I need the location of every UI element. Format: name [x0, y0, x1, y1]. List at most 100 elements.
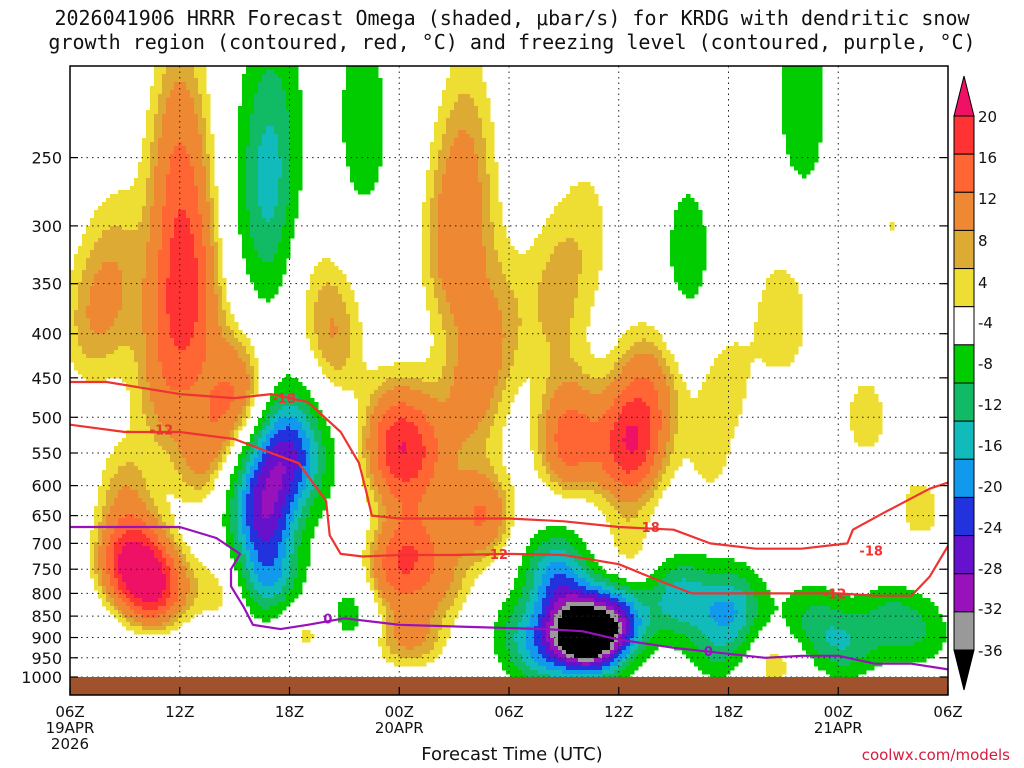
omega-cell [246, 566, 251, 571]
omega-cell [174, 210, 179, 215]
omega-cell [78, 250, 83, 255]
omega-cell [178, 594, 183, 599]
omega-cell [174, 318, 179, 323]
omega-cell [186, 186, 191, 191]
omega-cell [186, 170, 191, 175]
omega-cell [266, 66, 271, 71]
omega-cell [258, 214, 263, 219]
omega-cell [174, 98, 179, 103]
omega-cell [266, 182, 271, 187]
omega-cell [254, 206, 259, 211]
omega-cell [206, 374, 211, 379]
omega-cell [186, 606, 191, 611]
omega-cell [154, 550, 159, 555]
omega-cell [206, 442, 211, 447]
omega-cell [170, 534, 175, 539]
omega-cell [190, 198, 195, 203]
omega-cell [154, 258, 159, 263]
omega-cell [226, 330, 231, 335]
omega-cell [142, 554, 147, 559]
omega-cell [98, 234, 103, 239]
omega-cell [130, 342, 135, 347]
omega-cell [150, 382, 155, 387]
omega-cell [270, 458, 275, 463]
omega-cell [202, 270, 207, 275]
omega-cell [106, 322, 111, 327]
omega-cell [226, 354, 231, 359]
omega-cell [150, 358, 155, 363]
omega-cell [134, 330, 139, 335]
omega-cell [134, 214, 139, 219]
omega-cell [186, 390, 191, 395]
omega-cell [166, 346, 171, 351]
omega-cell [194, 114, 199, 119]
omega-cell [142, 322, 147, 327]
omega-cell [166, 70, 171, 75]
omega-cell [86, 258, 91, 263]
omega-cell [218, 594, 223, 599]
omega-cell [170, 330, 175, 335]
omega-cell [198, 158, 203, 163]
omega-cell [210, 398, 215, 403]
omega-cell [206, 306, 211, 311]
omega-cell [254, 490, 259, 495]
omega-cell [170, 538, 175, 543]
omega-cell [182, 66, 187, 71]
omega-cell [114, 366, 119, 371]
omega-cell [182, 454, 187, 459]
omega-cell [166, 162, 171, 167]
omega-cell [238, 518, 243, 523]
omega-cell [154, 358, 159, 363]
omega-cell [162, 234, 167, 239]
omega-cell [74, 350, 79, 355]
omega-cell [174, 346, 179, 351]
omega-cell [178, 542, 183, 547]
omega-cell [138, 194, 143, 199]
omega-cell [190, 362, 195, 367]
omega-cell [78, 346, 83, 351]
omega-cell [190, 402, 195, 407]
omega-cell [182, 150, 187, 155]
omega-cell [70, 306, 75, 311]
omega-cell [110, 374, 115, 379]
omega-cell [146, 142, 151, 147]
omega-cell [162, 618, 167, 623]
omega-cell [186, 498, 191, 503]
omega-cell [198, 150, 203, 155]
omega-cell [110, 226, 115, 231]
omega-cell [118, 482, 123, 487]
omega-cell [74, 262, 79, 267]
omega-cell [186, 230, 191, 235]
omega-cell [242, 502, 247, 507]
omega-cell [262, 446, 267, 451]
omega-cell [230, 498, 235, 503]
omega-cell [250, 126, 255, 131]
omega-cell [182, 574, 187, 579]
omega-cell [134, 558, 139, 563]
omega-cell [126, 626, 131, 631]
omega-cell [186, 370, 191, 375]
omega-cell [194, 558, 199, 563]
omega-cell [270, 110, 275, 115]
omega-cell [262, 78, 267, 83]
omega-cell [118, 230, 123, 235]
omega-cell [146, 322, 151, 327]
omega-cell [138, 630, 143, 635]
omega-cell [198, 154, 203, 159]
omega-cell [170, 94, 175, 99]
omega-cell [262, 254, 267, 259]
omega-cell [118, 366, 123, 371]
omega-cell [190, 106, 195, 111]
omega-cell [154, 150, 159, 155]
omega-cell [254, 482, 259, 487]
omega-cell [146, 122, 151, 127]
omega-cell [138, 618, 143, 623]
omega-cell [130, 610, 135, 615]
omega-cell [110, 570, 115, 575]
omega-cell [266, 166, 271, 171]
omega-cell [178, 486, 183, 491]
omega-cell [258, 154, 263, 159]
omega-cell [218, 270, 223, 275]
omega-cell [250, 174, 255, 179]
omega-cell [154, 566, 159, 571]
